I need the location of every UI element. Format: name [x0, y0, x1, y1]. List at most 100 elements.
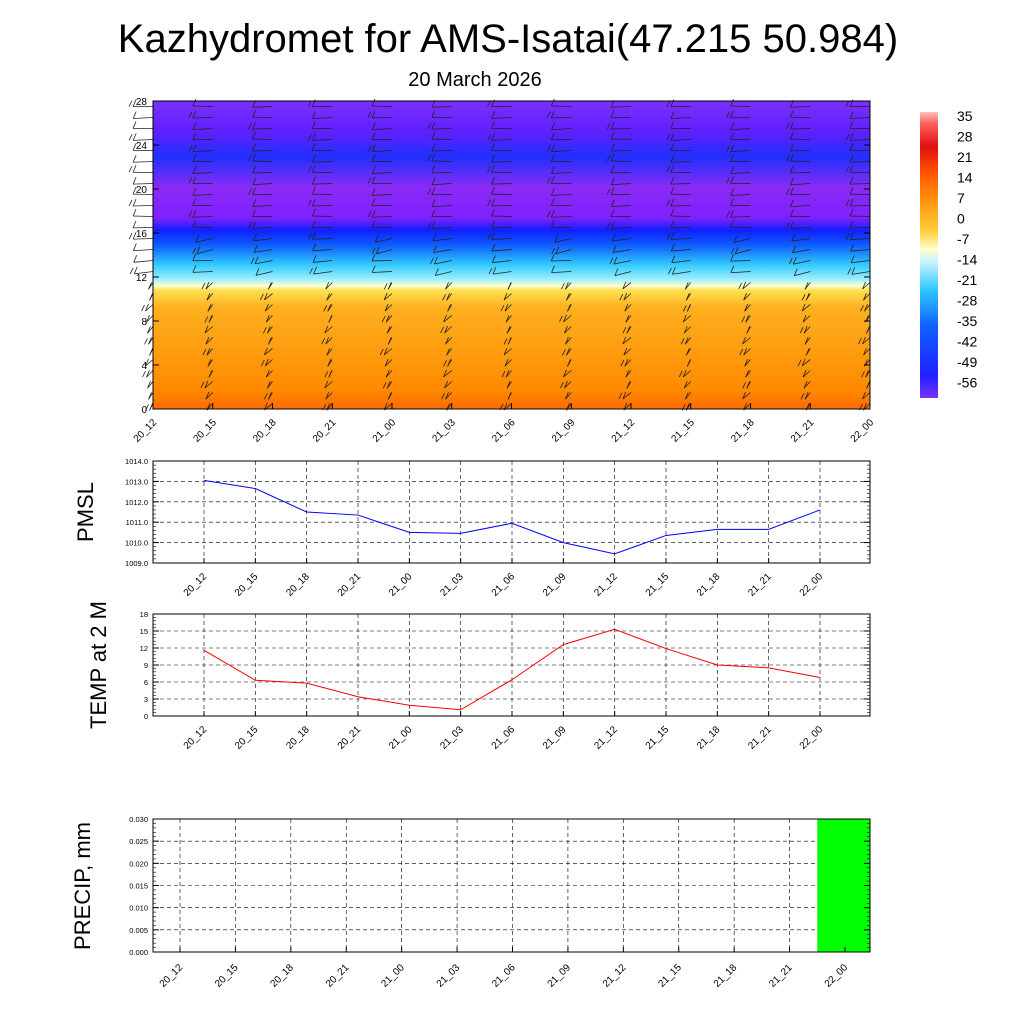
wind-barb — [431, 199, 452, 207]
chart-title: Kazhydromet for AMS-Isatai(47.215 50.984… — [118, 17, 898, 61]
wind-barb — [738, 281, 751, 290]
wind-barb — [431, 131, 452, 140]
wind-barb — [252, 209, 273, 218]
wind-barb — [790, 199, 811, 207]
wind-barb — [620, 358, 632, 367]
wind-barb — [550, 198, 572, 206]
wind-barb — [730, 220, 751, 228]
wind-barb — [666, 133, 691, 141]
colorbar-label: -28 — [957, 293, 977, 309]
wind-barb — [610, 199, 632, 207]
wind-barb — [550, 154, 572, 163]
wind-barb — [487, 198, 512, 207]
wind-barb — [563, 369, 572, 378]
wind-barb — [506, 381, 512, 389]
y-tick-label: 24 — [136, 141, 148, 152]
wind-barb — [686, 359, 692, 367]
wind-barb — [610, 131, 632, 140]
wind-barb — [192, 220, 213, 228]
wind-barb — [192, 246, 213, 255]
wind-barb — [507, 282, 512, 290]
wind-barb — [132, 121, 153, 129]
wind-barb — [551, 265, 572, 273]
wind-barb — [625, 370, 632, 378]
wind-barb — [446, 348, 453, 356]
precip-bar — [817, 819, 870, 952]
y-tick-label: 28 — [136, 97, 148, 108]
x-tick-label: 21_12 — [601, 962, 629, 990]
wind-barb — [554, 235, 572, 243]
x-tick-label: 21_18 — [695, 724, 723, 752]
y-tick-label: 20 — [136, 185, 148, 196]
wind-barb — [205, 336, 214, 345]
wind-barb — [248, 121, 273, 130]
wind-barb — [371, 122, 393, 131]
wind-barb — [684, 282, 692, 290]
x-tick-label: 21_06 — [490, 962, 518, 990]
wind-barb — [789, 209, 811, 218]
x-tick-label: 21_21 — [789, 417, 817, 445]
wind-barb — [730, 132, 751, 141]
wind-barb — [431, 143, 452, 152]
wind-barb — [551, 188, 572, 196]
wind-barb — [849, 111, 871, 119]
pmsl-series-line — [203, 479, 821, 555]
y-tick-label: 1011.0 — [126, 518, 148, 527]
wind-barb — [550, 220, 572, 228]
wind-barb — [265, 369, 273, 378]
wind-barb — [789, 110, 811, 118]
wind-barb — [133, 255, 154, 263]
x-tick-label: 21_00 — [387, 571, 415, 599]
colorbar-label: -21 — [957, 272, 977, 288]
wind-barb — [312, 243, 333, 252]
wind-barb — [260, 358, 273, 367]
wind-barb — [487, 232, 512, 240]
wind-barb — [849, 143, 871, 151]
wind-barb — [433, 245, 452, 253]
colorbar-scale — [920, 112, 938, 398]
wind-barb — [792, 245, 811, 254]
wind-barb — [149, 293, 154, 301]
wind-barb — [742, 381, 751, 389]
x-tick-label: 20_15 — [191, 417, 219, 445]
colorbar-label: 28 — [957, 129, 973, 145]
y-tick-label: 3 — [144, 695, 148, 704]
wind-barb — [858, 336, 871, 345]
wind-barb — [321, 336, 333, 345]
wind-barb — [248, 187, 273, 196]
x-tick-label: 21_18 — [729, 417, 757, 445]
wind-barb — [670, 155, 691, 163]
wind-barb — [434, 268, 452, 276]
wind-barb — [670, 176, 691, 185]
wind-barb — [445, 336, 453, 345]
wind-barb — [367, 110, 393, 119]
x-tick-label: 21_00 — [371, 417, 399, 445]
wind-barb — [205, 391, 214, 400]
wind-barb — [730, 198, 751, 206]
y-tick-label: 1009.0 — [125, 559, 148, 568]
wind-barb — [148, 282, 154, 290]
wind-barbs — [128, 98, 871, 411]
wind-barb — [431, 209, 452, 218]
wind-barb — [791, 233, 811, 242]
wind-barb — [670, 186, 691, 195]
wind-barb — [670, 220, 691, 229]
y-tick-label: 0.005 — [129, 926, 148, 935]
y-tick-label: 18 — [140, 610, 148, 619]
wind-barb — [504, 358, 512, 367]
wind-barb — [682, 304, 692, 312]
cross-section-panel: 0 4 8 12 16 20 24 28 20_12 20_15 20_18 20_21 21_00 2… — [128, 97, 876, 445]
wind-barb — [307, 198, 333, 207]
wind-barb — [618, 391, 632, 400]
wind-barb — [683, 380, 692, 389]
wind-barb — [742, 391, 751, 400]
x-tick-label: 21_12 — [592, 724, 620, 752]
x-tick-label: 20_15 — [213, 962, 241, 990]
wind-barb — [491, 220, 512, 229]
wind-barb — [371, 265, 393, 273]
wind-barb — [371, 198, 393, 206]
x-tick-label: 20_12 — [158, 962, 186, 990]
wind-barb — [132, 186, 154, 195]
wind-barb — [845, 198, 871, 207]
wind-barb — [208, 370, 214, 378]
